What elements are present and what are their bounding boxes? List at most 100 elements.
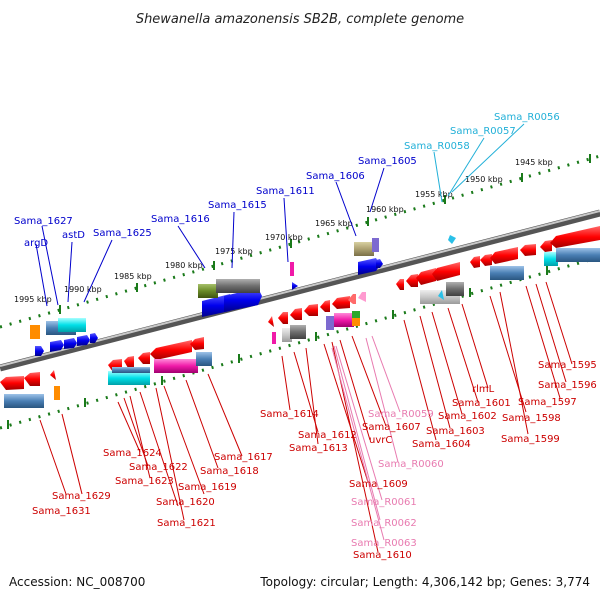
gene-label[interactable]: Sama_1598 (502, 413, 561, 424)
rna-label[interactable]: Sama_R0062 (351, 518, 417, 529)
kbp-label: 1980 kbp (165, 261, 203, 270)
gene-label[interactable]: Sama_1596 (538, 380, 597, 391)
gene-arrow (550, 226, 600, 248)
gene-label[interactable]: Sama_1622 (129, 462, 188, 473)
gene-box (54, 386, 60, 400)
gene-label[interactable]: Sama_1627 (14, 216, 73, 227)
gene-arrow (332, 296, 350, 309)
gene-arrow (406, 274, 418, 287)
gene-label[interactable]: astD (62, 230, 85, 241)
gene-arrow (50, 370, 56, 380)
gene-box (544, 252, 558, 266)
gene-label[interactable]: Sama_1612 (298, 430, 357, 441)
gene-label[interactable]: Sama_1624 (103, 448, 162, 459)
kbp-tick-labels: 1945 kbp 1950 kbp 1955 kbp 1960 kbp 1965… (14, 158, 553, 304)
gene-arrow (358, 292, 366, 302)
gene-arrow (278, 312, 288, 324)
gene-label[interactable]: uvrC (369, 435, 392, 446)
gene-arrow (268, 316, 274, 327)
gene-label[interactable]: Sama_1614 (260, 409, 319, 420)
gene-arrow (396, 279, 404, 290)
rna-label[interactable]: Sama_R0059 (368, 409, 434, 420)
gene-label[interactable]: rlmL (472, 384, 495, 395)
map-title: Shewanella amazonensis SB2B, complete ge… (136, 12, 464, 27)
gene-label[interactable]: Sama_1615 (208, 200, 267, 211)
gene-label[interactable]: Sama_1611 (256, 186, 315, 197)
gene-arrow (432, 262, 460, 281)
reverse-gene-labels: Sama_1629 Sama_1631 Sama_1624 Sama_1622 … (32, 360, 597, 561)
gene-label[interactable]: Sama_1607 (362, 422, 421, 433)
forward-gene-labels: argD Sama_1627 astD Sama_1625 Sama_1616 … (14, 156, 417, 249)
gene-box (198, 284, 218, 298)
gene-arrow (290, 308, 302, 320)
rna-label[interactable]: Sama_R0058 (404, 141, 470, 152)
gene-box (108, 371, 150, 385)
reverse-genes (0, 226, 600, 408)
gene-box (272, 332, 276, 344)
gene-label[interactable]: Sama_1616 (151, 214, 210, 225)
gene-box (372, 238, 379, 252)
gene-label[interactable]: Sama_1597 (518, 397, 577, 408)
gene-label[interactable]: Sama_1601 (452, 398, 511, 409)
rna-label[interactable]: Sama_R0060 (378, 459, 444, 470)
gene-label[interactable]: Sama_1621 (157, 518, 216, 529)
forward-genes (30, 235, 456, 356)
gene-label[interactable]: Sama_1623 (115, 476, 174, 487)
reverse-leader-lines (39, 281, 573, 553)
gene-label[interactable]: Sama_1617 (214, 452, 273, 463)
gene-arrow (358, 258, 380, 275)
kbp-label: 1985 kbp (114, 272, 152, 281)
gene-label[interactable]: Sama_1609 (349, 479, 408, 490)
gene-label[interactable]: Sama_1631 (32, 506, 91, 517)
gene-arrow (77, 335, 90, 346)
rna-label[interactable]: Sama_R0063 (351, 538, 417, 549)
gene-label[interactable]: Sama_1602 (438, 411, 497, 422)
gene-label[interactable]: Sama_1599 (501, 434, 560, 445)
gene-label[interactable]: Sama_1603 (426, 426, 485, 437)
kbp-label: 1955 kbp (415, 190, 453, 199)
gene-label[interactable]: Sama_1606 (306, 171, 365, 182)
gene-arrow (64, 338, 77, 349)
kbp-label: 1945 kbp (515, 158, 553, 167)
gene-box (334, 313, 354, 327)
gene-label[interactable]: Sama_1618 (200, 466, 259, 477)
gene-label[interactable]: Sama_1629 (52, 491, 111, 502)
gene-label[interactable]: argD (24, 238, 48, 249)
gene-arrow (490, 247, 518, 264)
gene-label[interactable]: Sama_1605 (358, 156, 417, 167)
lower-scale-line (0, 255, 600, 430)
kbp-label: 1965 kbp (315, 219, 353, 228)
gene-label[interactable]: Sama_1610 (353, 550, 412, 561)
gene-arrow (224, 288, 262, 312)
gene-arrow (416, 268, 436, 285)
gene-arrow (35, 346, 44, 356)
gene-box (58, 318, 86, 332)
gene-label[interactable]: Sama_1620 (156, 497, 215, 508)
gene-arrow (320, 300, 330, 312)
gene-box (196, 352, 212, 366)
gene-arrow (90, 333, 98, 343)
rna-label[interactable]: Sama_R0061 (351, 497, 417, 508)
rna-reverse-labels: Sama_R0059 Sama_R0060 Sama_R0061 Sama_R0… (351, 409, 444, 549)
gene-arrow (24, 372, 40, 386)
gene-box (446, 282, 464, 296)
rna-reverse-leader-lines (331, 335, 401, 541)
gene-label[interactable]: Sama_1613 (289, 443, 348, 454)
gene-label[interactable]: Sama_1604 (412, 439, 471, 450)
rna-labels: Sama_R0058 Sama_R0057 Sama_R0056 (404, 112, 560, 152)
gene-arrow (292, 282, 298, 290)
gene-box (216, 279, 260, 293)
gene-arrow (138, 352, 150, 364)
lower-major-ticks (7, 266, 548, 429)
gene-label[interactable]: Sama_1595 (538, 360, 597, 371)
rna-label[interactable]: Sama_R0057 (450, 126, 516, 137)
gene-box (490, 266, 524, 280)
gene-label[interactable]: Sama_1625 (93, 228, 152, 239)
gene-label[interactable]: Sama_1619 (178, 482, 237, 493)
rna-label[interactable]: Sama_R0056 (494, 112, 560, 123)
kbp-label: 1960 kbp (366, 205, 404, 214)
gene-arrow (448, 235, 456, 244)
genome-spine (0, 209, 600, 372)
kbp-label: 1975 kbp (215, 247, 253, 256)
